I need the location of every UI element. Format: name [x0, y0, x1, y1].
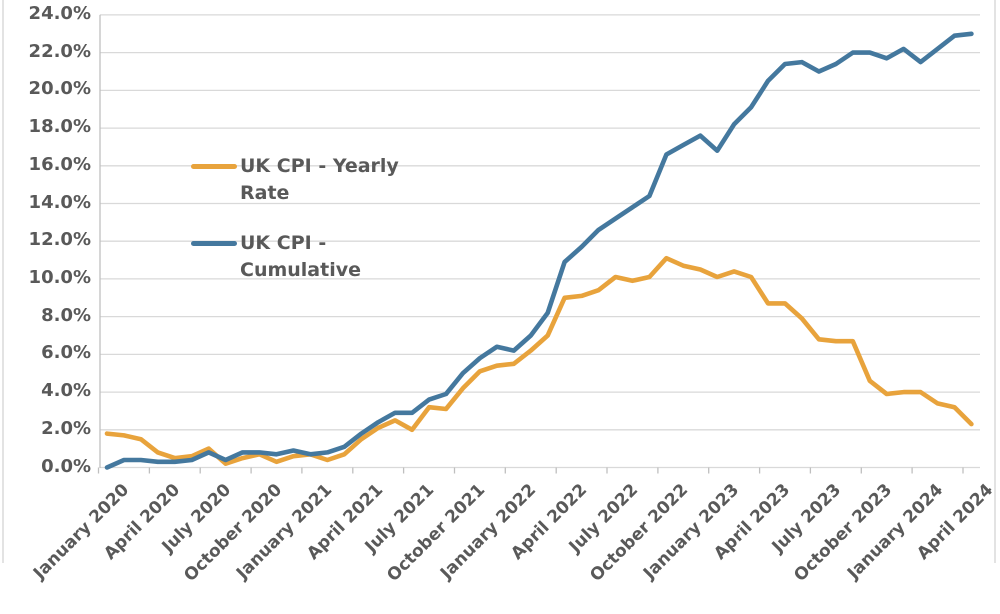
legend: UK CPI - Yearly Rate UK CPI - Cumulative	[191, 153, 399, 307]
y-tick-label: 20.0%	[28, 78, 91, 100]
legend-line-marker-cumulative	[191, 241, 237, 246]
legend-entry-cumulative[interactable]: UK CPI - Cumulative	[191, 230, 399, 284]
y-tick-label: 14.0%	[28, 191, 91, 213]
y-tick-label: 2.0%	[41, 417, 91, 439]
series-line-cumulative[interactable]	[104, 31, 974, 470]
y-tick-label: 18.0%	[28, 116, 91, 138]
y-tick-label: 8.0%	[41, 304, 91, 326]
chart-border-left	[2, 0, 4, 563]
legend-label-yearly: UK CPI - Yearly Rate	[240, 155, 399, 204]
legend-line-marker-yearly	[191, 164, 237, 169]
y-tick-label: 24.0%	[28, 2, 91, 24]
y-tick-label: 16.0%	[28, 153, 91, 175]
chart-canvas	[97, 14, 980, 474]
chart-border-right	[994, 0, 996, 563]
uk-cpi-line-chart: 0.0% 2.0% 4.0% 6.0% 8.0% 10.0% 12.0% 14.0% 16.0%…	[2, 0, 998, 586]
y-tick-label: 6.0%	[41, 342, 91, 364]
legend-label-cumulative: UK CPI - Cumulative	[240, 232, 361, 281]
y-tick-label: 22.0%	[28, 40, 91, 62]
series-line-yearly-rate[interactable]	[104, 255, 974, 467]
y-tick-label: 10.0%	[28, 266, 91, 288]
y-tick-label: 4.0%	[41, 380, 91, 402]
y-tick-label: 0.0%	[41, 455, 91, 477]
legend-entry-yearly-rate[interactable]: UK CPI - Yearly Rate	[191, 153, 399, 207]
y-tick-label: 12.0%	[28, 229, 91, 251]
